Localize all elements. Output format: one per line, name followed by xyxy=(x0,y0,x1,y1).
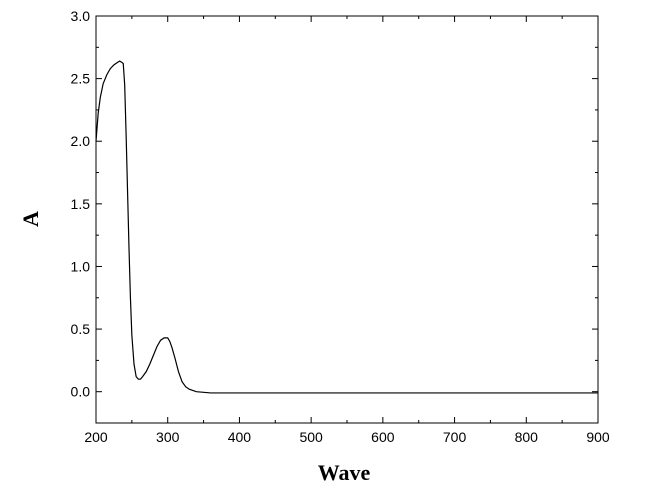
y-tick-label: 2.5 xyxy=(71,71,91,87)
x-tick-label: 900 xyxy=(586,429,610,445)
x-tick-label: 400 xyxy=(228,429,252,445)
y-axis-title: A xyxy=(18,211,43,227)
y-tick-label: 0.5 xyxy=(71,321,91,337)
x-tick-label: 700 xyxy=(443,429,467,445)
y-tick-label: 1.0 xyxy=(71,258,91,274)
axis-tick-labels: 200 300 400 500 600 700 800 900 0.0 0.5 1.0 1.5 2.0 2… xyxy=(71,8,610,445)
x-tick-label: 500 xyxy=(299,429,323,445)
y-tick-label: 2.0 xyxy=(71,133,91,149)
axis-ticks xyxy=(95,15,599,424)
y-tick-label: 3.0 xyxy=(71,8,91,24)
x-tick-label: 300 xyxy=(156,429,180,445)
x-tick-label: 200 xyxy=(84,429,108,445)
y-tick-label: 0.0 xyxy=(71,384,91,400)
x-tick-label: 600 xyxy=(371,429,395,445)
y-tick-label: 1.5 xyxy=(71,196,91,212)
series-line xyxy=(95,60,598,394)
plot-frame xyxy=(95,15,599,424)
x-axis-title: Wave xyxy=(318,460,371,485)
x-tick-label: 800 xyxy=(515,429,539,445)
